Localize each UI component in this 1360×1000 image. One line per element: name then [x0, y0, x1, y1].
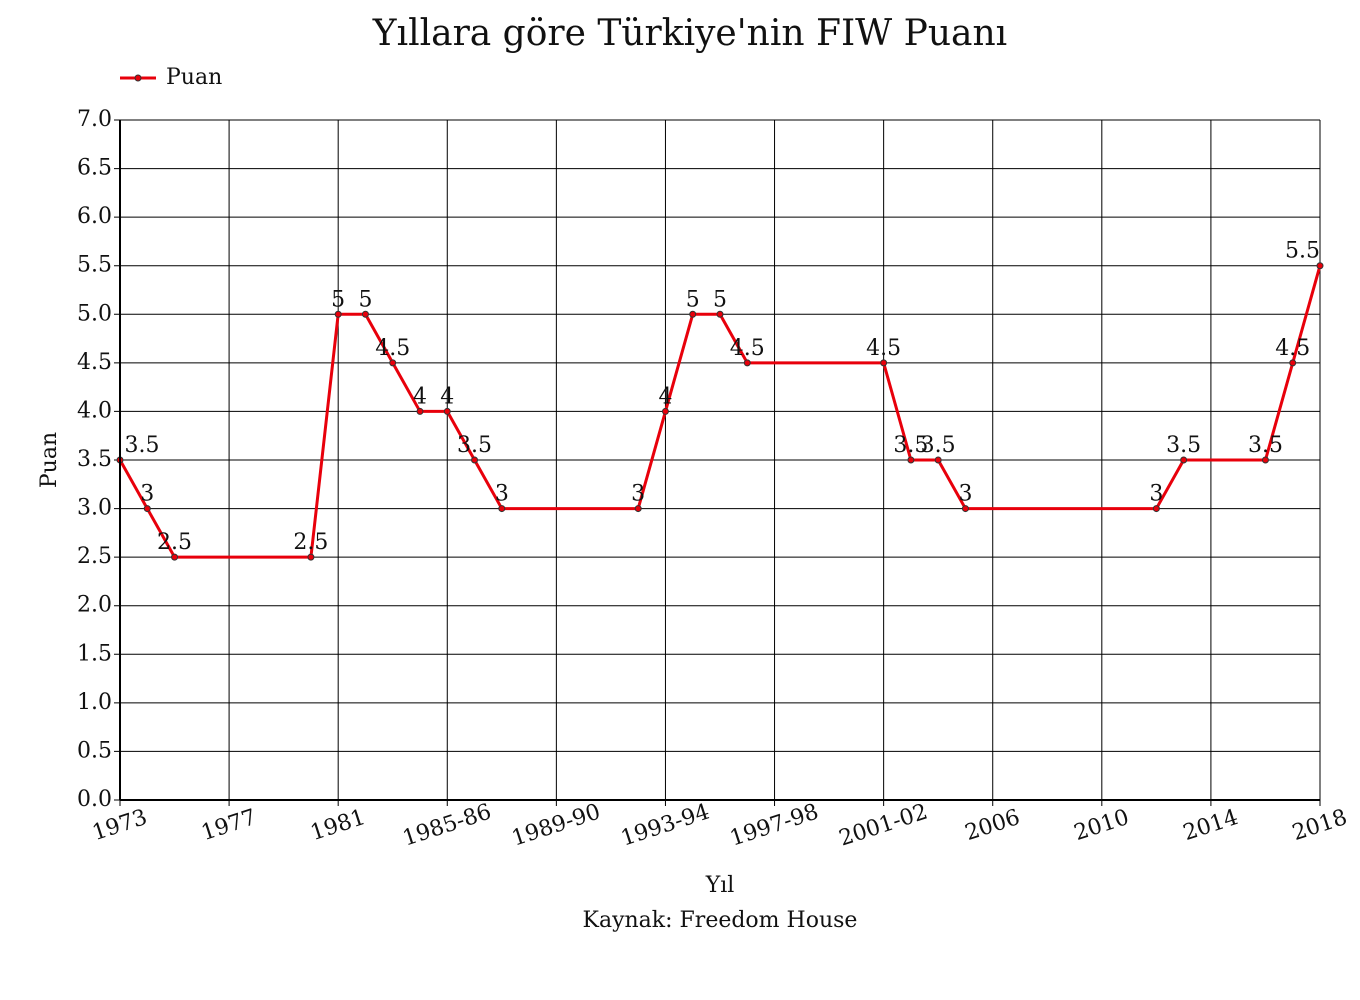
- x-tick-label: 1989-90: [509, 800, 604, 852]
- x-tick-label: 1985-86: [400, 800, 495, 852]
- x-tick-label: 2001-02: [836, 800, 931, 852]
- data-label: 5.5: [1285, 239, 1320, 264]
- data-label: 3.5: [1166, 433, 1201, 458]
- point: [961, 505, 969, 513]
- y-tick-label: 6.5: [77, 156, 112, 181]
- point: [1152, 505, 1160, 513]
- point: [743, 359, 751, 367]
- data-label: 3: [495, 482, 509, 507]
- y-axis-label: Puan: [37, 432, 62, 488]
- point: [689, 310, 697, 318]
- y-tick-label: 7.0: [77, 107, 112, 132]
- x-tick-label: 1993-94: [618, 800, 713, 852]
- y-tick-label: 5.0: [77, 301, 112, 326]
- point: [1180, 456, 1188, 464]
- point: [361, 310, 369, 318]
- point: [334, 310, 342, 318]
- data-label: 3.5: [893, 433, 928, 458]
- y-tick-label: 5.5: [77, 253, 112, 278]
- point: [389, 359, 397, 367]
- data-label: 4.5: [866, 336, 901, 361]
- legend-label: Puan: [166, 65, 222, 90]
- chart-title: Yıllara göre Türkiye'nin FIW Puanı: [372, 13, 1007, 54]
- point: [143, 505, 151, 513]
- x-axis-label: Yıl: [705, 873, 735, 898]
- data-label: 5: [331, 287, 345, 312]
- x-tick-label: 2006: [962, 805, 1023, 846]
- y-tick-label: 0.0: [77, 787, 112, 812]
- data-label: 5: [686, 287, 700, 312]
- y-tick-label: 3.0: [77, 496, 112, 521]
- legend-marker: [134, 74, 142, 82]
- data-label: 3.5: [457, 433, 492, 458]
- x-tick-label: 1977: [198, 805, 259, 846]
- x-tick-label: 1981: [308, 805, 369, 846]
- y-tick-label: 6.0: [77, 204, 112, 229]
- y-tick-label: 4.5: [77, 350, 112, 375]
- y-tick-label: 2.0: [77, 593, 112, 618]
- point: [716, 310, 724, 318]
- y-tick-label: 3.5: [77, 447, 112, 472]
- point: [907, 456, 915, 464]
- point: [416, 407, 424, 415]
- point: [471, 456, 479, 464]
- point: [443, 407, 451, 415]
- source: Kaynak: Freedom House: [583, 908, 858, 933]
- data-label: 4.5: [1275, 336, 1310, 361]
- data-label: 3.5: [921, 433, 956, 458]
- data-label: 5: [358, 287, 372, 312]
- point: [880, 359, 888, 367]
- point: [1261, 456, 1269, 464]
- data-label: 3: [958, 482, 972, 507]
- point: [498, 505, 506, 513]
- data-label: 3.5: [125, 433, 160, 458]
- data-label: 3: [631, 482, 645, 507]
- y-tick-label: 4.0: [77, 398, 112, 423]
- data-label: 4: [440, 384, 454, 409]
- point: [171, 553, 179, 561]
- point: [934, 456, 942, 464]
- point: [307, 553, 315, 561]
- point: [1289, 359, 1297, 367]
- x-tick-label: 2010: [1071, 805, 1132, 846]
- data-label: 3: [1149, 482, 1163, 507]
- y-tick-label: 1.5: [77, 641, 112, 666]
- point: [1316, 262, 1324, 270]
- data-label: 2.5: [157, 530, 192, 555]
- data-label: 2.5: [293, 530, 328, 555]
- data-label: 4.5: [730, 336, 765, 361]
- x-tick-label: 2018: [1289, 805, 1350, 846]
- y-tick-label: 2.5: [77, 544, 112, 569]
- x-tick-label: 2014: [1180, 805, 1241, 846]
- data-label: 4: [413, 384, 427, 409]
- data-label: 5: [713, 287, 727, 312]
- point: [634, 505, 642, 513]
- y-tick-label: 1.0: [77, 690, 112, 715]
- x-tick-label: 1997-98: [727, 800, 822, 852]
- y-tick-label: 0.5: [77, 738, 112, 763]
- data-label: 3.5: [1248, 433, 1283, 458]
- point: [661, 407, 669, 415]
- data-label: 4.5: [375, 336, 410, 361]
- data-label: 4: [658, 384, 672, 409]
- data-label: 3: [140, 482, 154, 507]
